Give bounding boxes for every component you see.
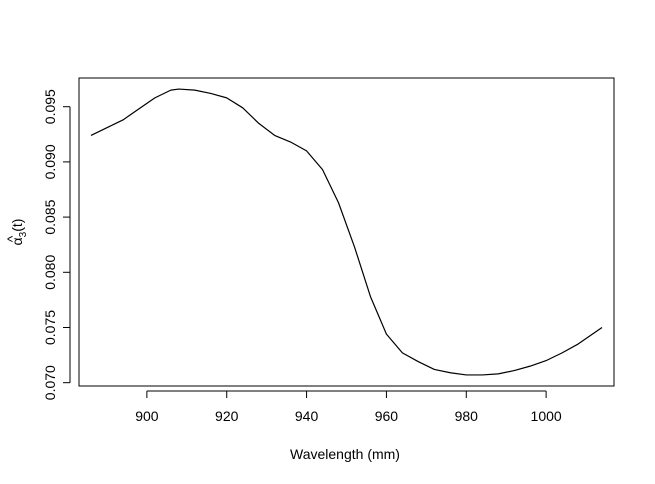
plot-frame	[78, 77, 615, 387]
x-axis: 900 920 940 960 980 1000	[135, 390, 562, 424]
y-tick-label: 0.070	[42, 365, 58, 400]
y-axis-title-rest: (t)	[9, 219, 25, 232]
x-tick-label: 960	[375, 408, 399, 424]
y-tick-label: 0.090	[42, 144, 58, 179]
y-tick-label: 0.080	[42, 255, 58, 290]
x-tick-label: 980	[455, 408, 479, 424]
x-tick-label: 1000	[531, 408, 562, 424]
plot-area	[78, 77, 615, 387]
y-axis-title-subscript: 3	[18, 231, 29, 237]
y-axis: 0.070 0.075 0.080 0.085 0.090 0.095	[42, 89, 71, 400]
y-axis-title: α3(t)	[9, 219, 29, 246]
x-tick-label: 920	[215, 408, 239, 424]
x-axis-title: Wavelength (mm)	[290, 446, 400, 462]
y-axis-title-base: α	[9, 237, 25, 245]
y-tick-label: 0.075	[42, 310, 58, 345]
x-tick-label: 900	[135, 408, 159, 424]
x-tick-label: 940	[295, 408, 319, 424]
y-tick-label: 0.085	[42, 199, 58, 234]
y-axis-title-hat: ^	[4, 235, 20, 242]
y-tick-label: 0.095	[42, 89, 58, 124]
series-line-0	[90, 88, 603, 376]
